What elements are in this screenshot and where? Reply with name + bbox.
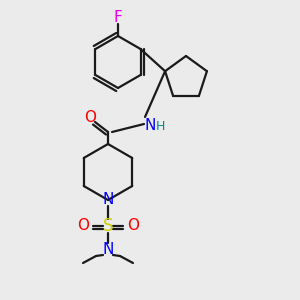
Text: O: O <box>77 218 89 233</box>
Text: O: O <box>127 218 139 233</box>
Text: N: N <box>144 118 156 133</box>
Text: N: N <box>102 193 114 208</box>
Text: S: S <box>103 217 113 235</box>
Text: F: F <box>114 11 122 26</box>
Text: N: N <box>102 242 114 257</box>
Text: H: H <box>155 119 165 133</box>
Text: O: O <box>84 110 96 125</box>
